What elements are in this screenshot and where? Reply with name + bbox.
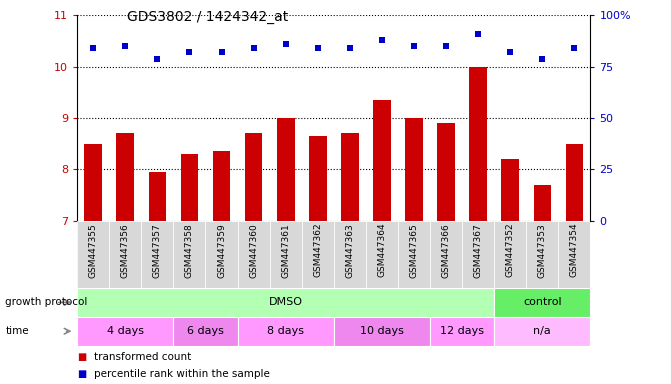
Bar: [495, 221, 526, 288]
Point: [184, 49, 195, 55]
Text: DMSO: DMSO: [268, 297, 303, 308]
Bar: [245, 134, 262, 221]
Bar: [366, 221, 398, 288]
Bar: [334, 221, 366, 288]
Point: [313, 45, 323, 51]
Point: [537, 55, 548, 61]
Text: GSM447352: GSM447352: [506, 223, 515, 278]
Point: [216, 49, 227, 55]
Point: [280, 41, 291, 47]
Text: growth protocol: growth protocol: [5, 297, 88, 308]
Text: n/a: n/a: [533, 326, 552, 336]
Text: GSM447353: GSM447353: [538, 223, 547, 278]
Point: [120, 43, 131, 49]
Point: [569, 45, 580, 51]
Bar: [77, 317, 173, 346]
Bar: [180, 154, 198, 221]
Text: 8 days: 8 days: [267, 326, 304, 336]
Text: ■: ■: [77, 352, 87, 362]
Bar: [270, 221, 302, 288]
Text: control: control: [523, 297, 562, 308]
Bar: [501, 159, 519, 221]
Bar: [405, 118, 423, 221]
Text: GSM447365: GSM447365: [409, 223, 419, 278]
Text: 4 days: 4 days: [107, 326, 144, 336]
Text: GSM447359: GSM447359: [217, 223, 226, 278]
Text: GSM447367: GSM447367: [474, 223, 482, 278]
Bar: [238, 221, 270, 288]
Bar: [334, 317, 430, 346]
Bar: [470, 67, 487, 221]
Bar: [437, 123, 455, 221]
Bar: [109, 221, 142, 288]
Text: GDS3802 / 1424342_at: GDS3802 / 1424342_at: [127, 10, 289, 23]
Bar: [495, 288, 590, 317]
Bar: [309, 136, 327, 221]
Point: [88, 45, 99, 51]
Bar: [213, 151, 230, 221]
Text: GSM447361: GSM447361: [281, 223, 290, 278]
Bar: [430, 221, 462, 288]
Text: 10 days: 10 days: [360, 326, 404, 336]
Bar: [373, 100, 391, 221]
Bar: [142, 221, 173, 288]
Bar: [398, 221, 430, 288]
Point: [505, 49, 515, 55]
Point: [409, 43, 419, 49]
Point: [248, 45, 259, 51]
Text: GSM447358: GSM447358: [185, 223, 194, 278]
Bar: [495, 317, 590, 346]
Text: percentile rank within the sample: percentile rank within the sample: [94, 369, 270, 379]
Bar: [85, 144, 102, 221]
Bar: [277, 118, 295, 221]
Bar: [526, 221, 558, 288]
Text: GSM447355: GSM447355: [89, 223, 98, 278]
Bar: [302, 221, 334, 288]
Text: 6 days: 6 days: [187, 326, 224, 336]
Point: [152, 55, 163, 61]
Bar: [566, 144, 583, 221]
Bar: [173, 317, 238, 346]
Bar: [77, 221, 109, 288]
Text: time: time: [5, 326, 29, 336]
Bar: [173, 221, 205, 288]
Point: [344, 45, 355, 51]
Bar: [558, 221, 590, 288]
Text: ■: ■: [77, 369, 87, 379]
Text: GSM447362: GSM447362: [313, 223, 322, 278]
Text: GSM447366: GSM447366: [442, 223, 451, 278]
Bar: [77, 288, 495, 317]
Bar: [205, 221, 238, 288]
Point: [473, 31, 484, 37]
Text: GSM447360: GSM447360: [249, 223, 258, 278]
Bar: [117, 134, 134, 221]
Bar: [238, 317, 334, 346]
Bar: [430, 317, 495, 346]
Text: GSM447357: GSM447357: [153, 223, 162, 278]
Point: [376, 37, 387, 43]
Text: transformed count: transformed count: [94, 352, 191, 362]
Text: GSM447356: GSM447356: [121, 223, 130, 278]
Point: [441, 43, 452, 49]
Text: GSM447364: GSM447364: [378, 223, 386, 278]
Bar: [462, 221, 495, 288]
Text: GSM447354: GSM447354: [570, 223, 579, 278]
Bar: [533, 185, 551, 221]
Bar: [341, 134, 359, 221]
Text: 12 days: 12 days: [440, 326, 484, 336]
Bar: [148, 172, 166, 221]
Text: GSM447363: GSM447363: [346, 223, 354, 278]
